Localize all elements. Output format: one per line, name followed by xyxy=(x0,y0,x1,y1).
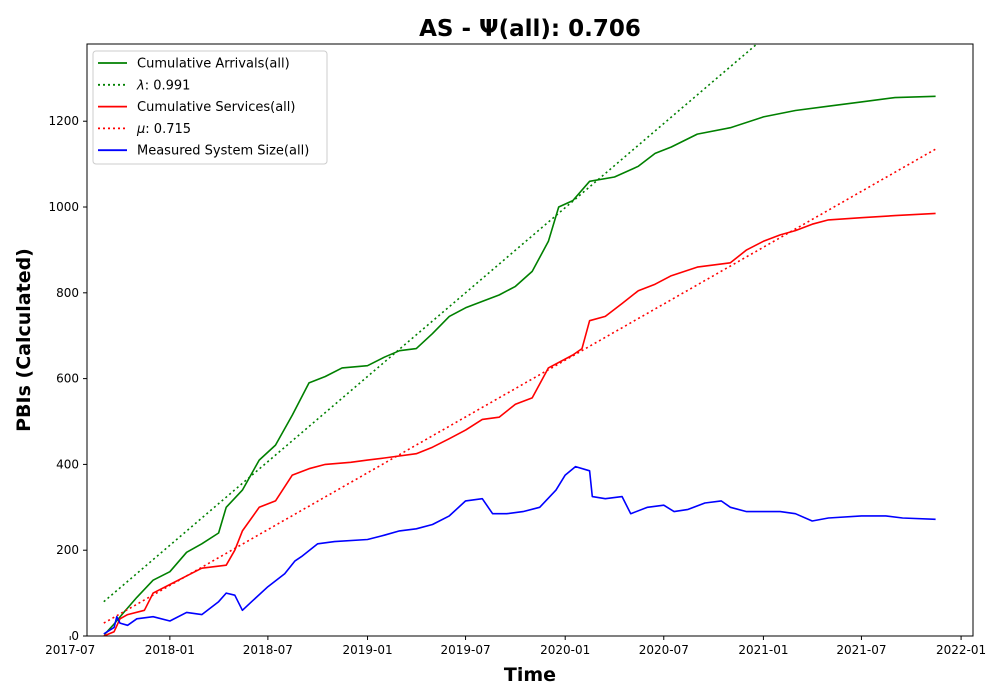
y-tick-label: 600 xyxy=(56,372,79,386)
x-tick-label: 2019-07 xyxy=(440,643,490,657)
y-tick-label: 1200 xyxy=(48,114,79,128)
y-tick-label: 0 xyxy=(71,629,79,643)
y-axis-title: PBIs (Calculated) xyxy=(13,248,35,432)
y-tick-label: 400 xyxy=(56,457,79,471)
x-tick-label: 2020-07 xyxy=(639,643,689,657)
x-axis-title: Time xyxy=(504,664,556,686)
y-axis: 0 200 400 600 800 1000 1200 xyxy=(48,114,87,643)
y-tick-label: 800 xyxy=(56,286,79,300)
legend-entry-2: λ: 0.991 xyxy=(136,78,190,93)
x-tick-label: 2018-01 xyxy=(145,643,195,657)
series-line-1 xyxy=(103,95,936,636)
x-tick-label: 2019-01 xyxy=(342,643,392,657)
x-tick-label: 2017-07 xyxy=(45,643,95,657)
legend: Cumulative Arrivals(all) λ: 0.991 Cumulati… xyxy=(92,50,328,165)
x-tick-label: 2020-01 xyxy=(540,643,590,657)
y-tick-label: 200 xyxy=(56,543,79,557)
legend-entry-4: μ: 0.715 xyxy=(136,122,191,137)
x-tick-label: 2021-07 xyxy=(836,643,886,657)
legend-box xyxy=(92,50,328,165)
legend-entry-3: Cumulative Services(all) xyxy=(137,100,295,115)
x-axis: 2017-07 2018-01 2018-07 2019-01 2019-07 2020-… xyxy=(45,636,986,657)
y-tick-label: 1000 xyxy=(48,200,79,214)
x-tick-label: 2021-01 xyxy=(738,643,788,657)
series-line-3 xyxy=(103,212,936,636)
x-tick-label: 2022-01 xyxy=(936,643,986,657)
x-tick-label: 2018-07 xyxy=(243,643,293,657)
legend-entry-5: Measured System Size(all) xyxy=(137,144,309,159)
series-layer xyxy=(103,44,936,636)
series-line-2 xyxy=(103,44,758,603)
series-line-5 xyxy=(103,465,936,635)
chart-title: AS - Ψ(all): 0.706 xyxy=(419,16,641,42)
plot-frame xyxy=(86,43,974,637)
series-line-4 xyxy=(103,148,936,624)
legend-entry-1: Cumulative Arrivals(all) xyxy=(137,57,290,72)
